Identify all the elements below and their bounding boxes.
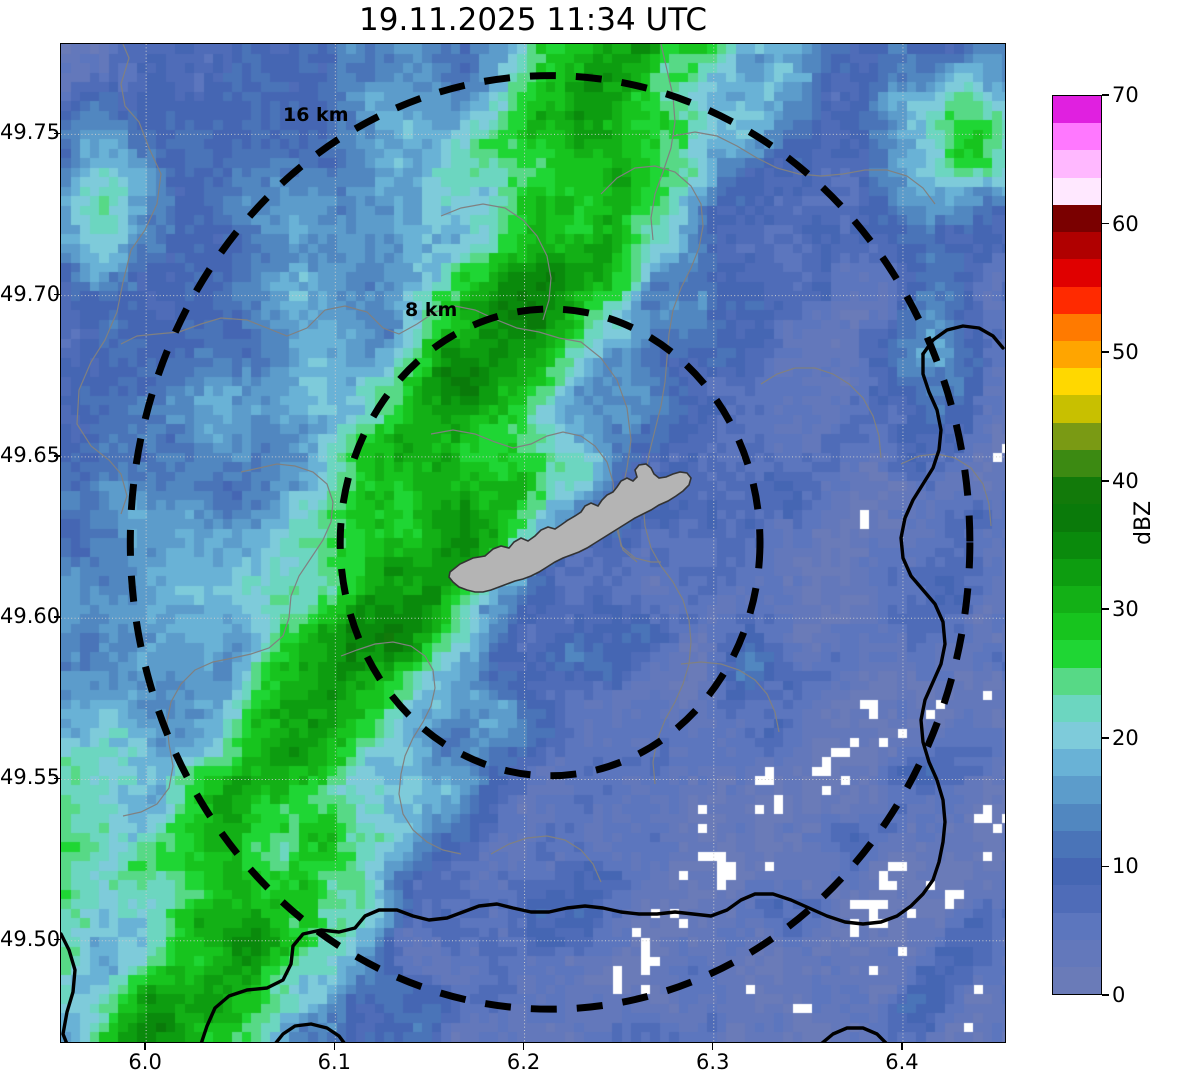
colorbar-tick-mark <box>1102 222 1109 225</box>
colorbar-tick-label-10: 10 <box>1112 854 1139 879</box>
colorbar-band <box>1053 477 1101 505</box>
colorbar-tick-label-30: 30 <box>1112 597 1139 622</box>
x-tick-label-6.2: 6.2 <box>506 1050 541 1074</box>
colorbar-band <box>1053 640 1101 668</box>
x-tick-label-6.1: 6.1 <box>317 1050 352 1074</box>
colorbar-band <box>1053 858 1101 886</box>
range-ring-label-8km: 8 km <box>405 299 458 321</box>
colorbar-band <box>1053 694 1101 723</box>
x-tick-label-6.4: 6.4 <box>885 1050 919 1074</box>
y-tick-label-49.50: 49.50 <box>0 926 61 951</box>
colorbar-tick-mark <box>1102 865 1109 868</box>
colorbar-band <box>1053 939 1101 967</box>
colorbar-band <box>1053 422 1101 450</box>
colorbar-tick-mark <box>1102 737 1109 739</box>
y-tick-label-49.55: 49.55 <box>0 765 61 790</box>
colorbar-band <box>1053 340 1101 369</box>
colorbar-tick-mark <box>1102 479 1109 482</box>
colorbar-tick-label-0: 0 <box>1112 983 1126 1007</box>
colorbar-band <box>1053 368 1101 396</box>
colorbar-band <box>1053 395 1101 423</box>
colorbar-band <box>1053 123 1101 151</box>
colorbar-tick-label-60: 60 <box>1112 211 1139 236</box>
x-tick-label-6.3: 6.3 <box>696 1050 730 1074</box>
colorbar-tick-label-50: 50 <box>1112 340 1139 365</box>
page-title: 19.11.2025 11:34 UTC <box>359 2 707 38</box>
colorbar-tick-label-40: 40 <box>1112 468 1139 493</box>
y-tick-mark <box>54 293 61 296</box>
y-tick-label-49.75: 49.75 <box>0 120 61 145</box>
range-ring-label-16km: 16 km <box>283 104 349 126</box>
y-tick-mark <box>54 777 61 780</box>
y-tick-label-49.70: 49.70 <box>0 281 61 306</box>
colorbar-band <box>1053 803 1101 831</box>
y-tick-mark <box>54 455 61 457</box>
colorbar-tick-label-70: 70 <box>1112 83 1139 107</box>
colorbar-band <box>1053 776 1101 804</box>
y-tick-mark <box>54 132 61 134</box>
colorbar-band <box>1053 259 1101 287</box>
colorbar-band <box>1053 286 1101 314</box>
colorbar-band <box>1053 232 1101 260</box>
radar-reflectivity-raster <box>61 44 1005 1042</box>
colorbar-band <box>1053 613 1101 641</box>
y-tick-label-49.60: 49.60 <box>0 604 61 629</box>
x-tick-mark <box>333 1043 336 1050</box>
colorbar-tick-label-20: 20 <box>1112 725 1139 750</box>
colorbar-band <box>1053 449 1101 478</box>
x-tick-mark <box>712 1043 714 1050</box>
colorbar-band <box>1053 667 1101 695</box>
x-tick-mark <box>901 1043 903 1050</box>
colorbar-tick-mark <box>1102 94 1109 96</box>
colorbar-band <box>1053 204 1101 233</box>
colorbar-band <box>1053 96 1101 124</box>
colorbar-band <box>1053 585 1101 614</box>
colorbar-tick-mark <box>1102 608 1109 611</box>
colorbar-band <box>1053 504 1101 532</box>
colorbar-band <box>1053 830 1101 859</box>
colorbar-band <box>1053 558 1101 586</box>
colorbar-band <box>1053 531 1101 559</box>
x-tick-mark <box>522 1043 525 1050</box>
colorbar <box>1052 95 1102 995</box>
colorbar-band <box>1053 912 1101 940</box>
colorbar-band <box>1053 722 1101 750</box>
x-tick-label-6.0: 6.0 <box>128 1050 162 1074</box>
y-tick-label-49.65: 49.65 <box>0 442 61 467</box>
radar-map-axes <box>60 43 1006 1043</box>
y-tick-mark <box>54 939 61 941</box>
colorbar-tick-mark <box>1102 351 1109 353</box>
colorbar-band <box>1053 150 1101 178</box>
colorbar-band <box>1053 749 1101 777</box>
colorbar-band <box>1053 967 1101 995</box>
colorbar-band <box>1053 313 1101 341</box>
x-tick-mark <box>144 1043 146 1050</box>
colorbar-axis-label: dBZ <box>1131 500 1156 545</box>
colorbar-band <box>1053 177 1101 205</box>
y-tick-mark <box>54 616 61 618</box>
colorbar-band <box>1053 885 1101 913</box>
colorbar-tick-mark <box>1102 994 1109 996</box>
